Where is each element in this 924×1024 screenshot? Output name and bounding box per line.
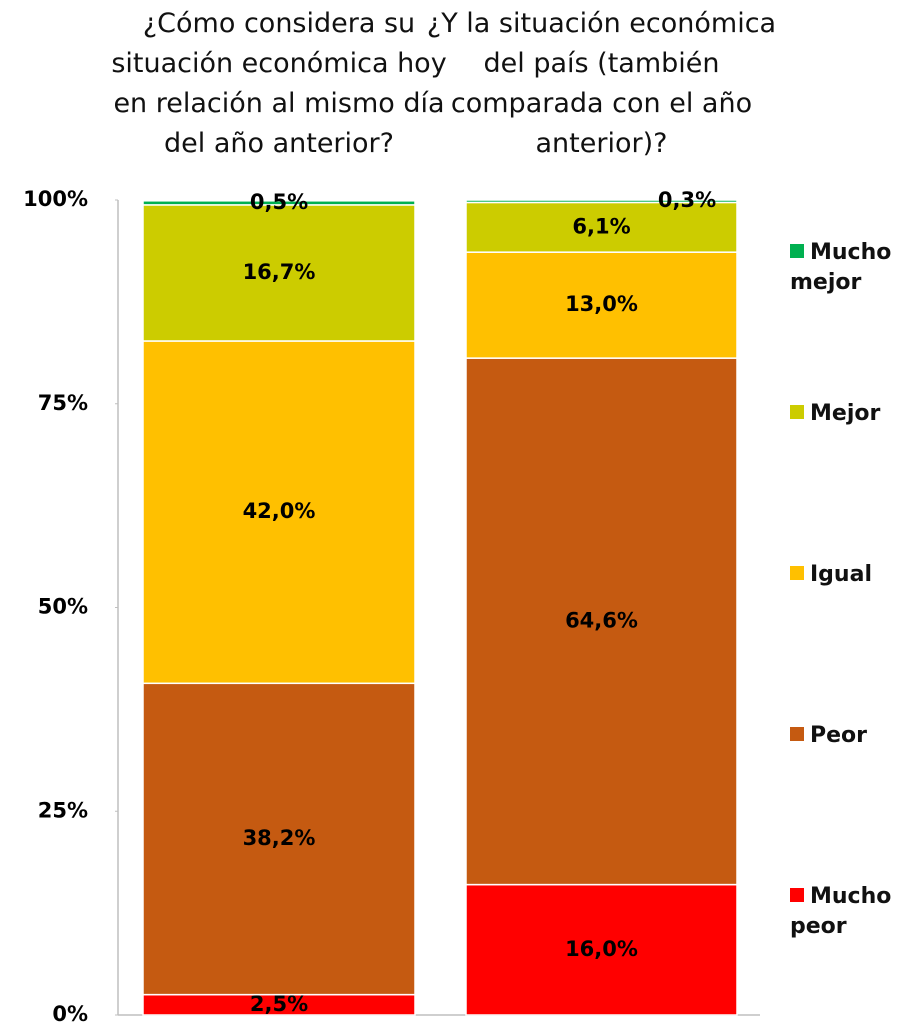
legend-item: Mucho peor (790, 882, 920, 942)
data-label: 2,5% (250, 992, 308, 1016)
legend-label: Igual (810, 562, 872, 587)
y-tick-label: 25% (38, 798, 88, 822)
data-label: 0,5% (250, 190, 308, 214)
legend-item: Peor (790, 721, 920, 751)
legend-item: Mucho mejor (790, 238, 920, 298)
legend-label: Peor (810, 723, 868, 748)
data-label: 16,7% (243, 260, 316, 284)
legend-label: Mejor (810, 401, 881, 426)
legend-swatch (790, 566, 804, 580)
data-label: 0,3% (658, 188, 716, 212)
data-label: 64,6% (565, 608, 638, 632)
y-tick-label: 0% (52, 1002, 88, 1024)
category-title: ¿Cómo considera su situación económica h… (111, 8, 447, 159)
legend-item: Igual (790, 560, 920, 590)
bar-segment (465, 251, 738, 359)
bar-segment (465, 201, 738, 253)
y-tick-label: 100% (23, 187, 88, 211)
bar-segment (142, 200, 416, 206)
legend-swatch (790, 727, 804, 741)
bar-segment (465, 883, 738, 1016)
category-title: ¿Y la situación económica del país (tamb… (426, 8, 777, 159)
data-label: 13,0% (565, 292, 638, 316)
legend-label: Mucho peor (790, 884, 892, 939)
data-label: 42,0% (243, 499, 316, 523)
bar-segment (465, 199, 738, 204)
legend-swatch (790, 888, 804, 902)
bar-segment (465, 357, 738, 886)
data-label: 38,2% (243, 826, 316, 850)
y-tick-label: 50% (38, 595, 88, 619)
legend-item: Mejor (790, 399, 920, 429)
data-label: 16,0% (565, 937, 638, 961)
legend-swatch (790, 405, 804, 419)
legend-swatch (790, 244, 804, 258)
y-tick-label: 75% (38, 391, 88, 415)
legend-label: Mucho mejor (790, 240, 892, 295)
data-label: 6,1% (572, 214, 630, 238)
bar-segment (142, 204, 416, 342)
